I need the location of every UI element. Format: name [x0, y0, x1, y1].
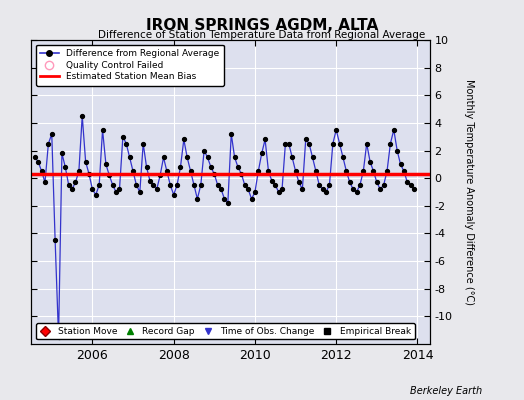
Text: Difference of Station Temperature Data from Regional Average: Difference of Station Temperature Data f… — [99, 30, 425, 40]
Legend: Station Move, Record Gap, Time of Obs. Change, Empirical Break: Station Move, Record Gap, Time of Obs. C… — [36, 323, 414, 340]
Text: IRON SPRINGS AGDM, ALTA: IRON SPRINGS AGDM, ALTA — [146, 18, 378, 33]
Text: Berkeley Earth: Berkeley Earth — [410, 386, 482, 396]
Y-axis label: Monthly Temperature Anomaly Difference (°C): Monthly Temperature Anomaly Difference (… — [464, 79, 474, 305]
